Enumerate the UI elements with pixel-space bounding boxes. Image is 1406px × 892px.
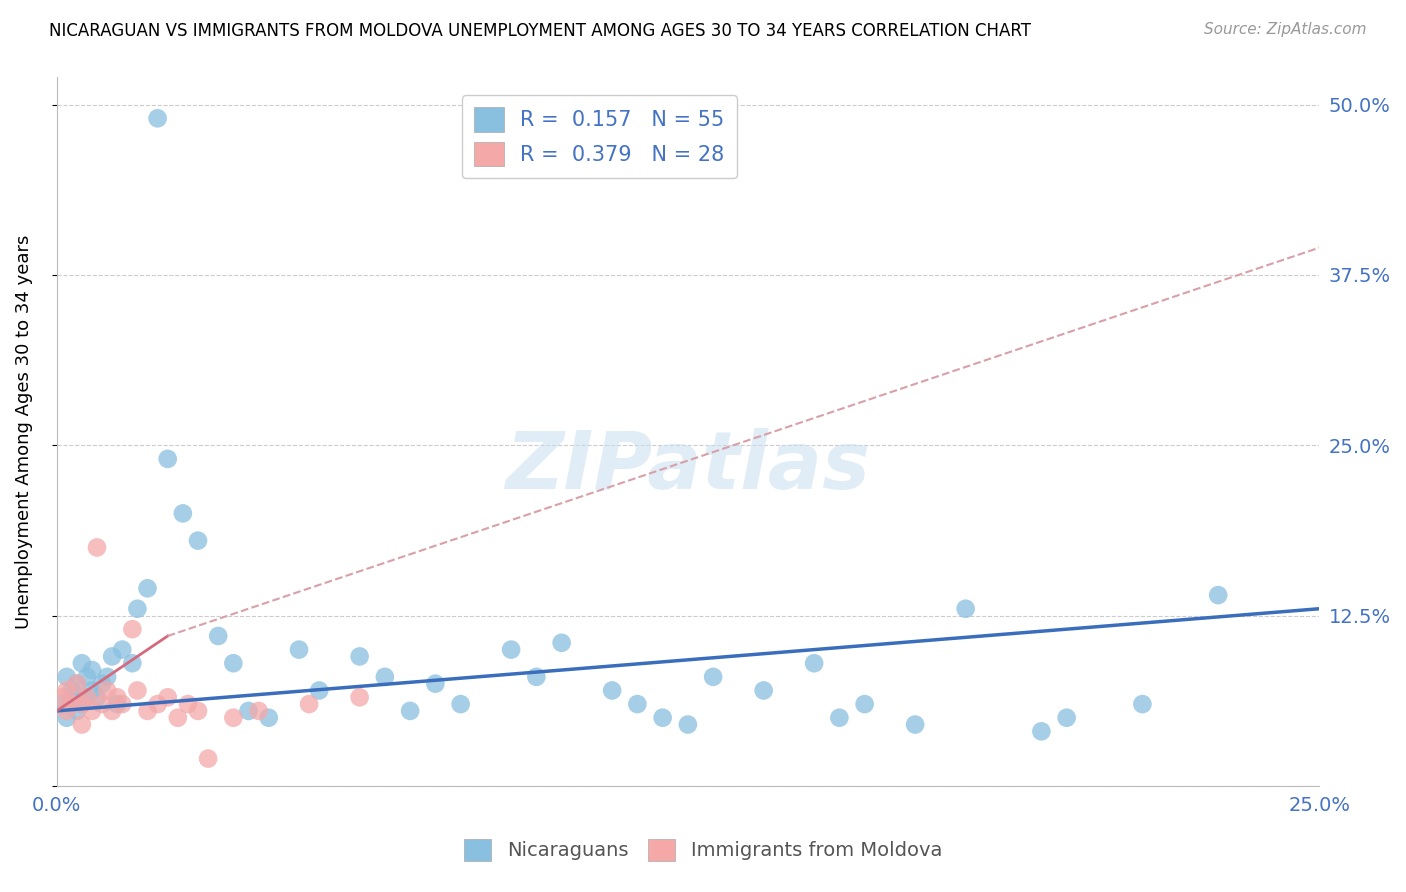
Point — [80, 663, 103, 677]
Point — [136, 704, 159, 718]
Point — [136, 582, 159, 596]
Point — [247, 704, 270, 718]
Point — [86, 690, 108, 705]
Point — [853, 697, 876, 711]
Point — [399, 704, 422, 718]
Point — [955, 601, 977, 615]
Point — [66, 676, 89, 690]
Point — [349, 690, 371, 705]
Point — [91, 697, 114, 711]
Point — [60, 690, 83, 705]
Point — [524, 670, 547, 684]
Point — [101, 704, 124, 718]
Point — [105, 690, 128, 705]
Text: ZIPatlas: ZIPatlas — [505, 428, 870, 506]
Point — [96, 670, 118, 684]
Point — [60, 697, 83, 711]
Text: NICARAGUAN VS IMMIGRANTS FROM MOLDOVA UNEMPLOYMENT AMONG AGES 30 TO 34 YEARS COR: NICARAGUAN VS IMMIGRANTS FROM MOLDOVA UN… — [49, 22, 1031, 40]
Point — [550, 636, 572, 650]
Point — [501, 642, 523, 657]
Point — [80, 704, 103, 718]
Point — [55, 704, 77, 718]
Point — [70, 657, 93, 671]
Point — [127, 683, 149, 698]
Point — [76, 670, 98, 684]
Point — [121, 622, 143, 636]
Point — [1206, 588, 1229, 602]
Point — [146, 112, 169, 126]
Point — [121, 657, 143, 671]
Point — [66, 676, 89, 690]
Point — [177, 697, 200, 711]
Point — [86, 541, 108, 555]
Point — [156, 690, 179, 705]
Point — [828, 711, 851, 725]
Point — [60, 683, 83, 698]
Point — [166, 711, 188, 725]
Point — [51, 690, 73, 705]
Point — [111, 697, 134, 711]
Legend: Nicaraguans, Immigrants from Moldova: Nicaraguans, Immigrants from Moldova — [457, 830, 949, 869]
Point — [197, 751, 219, 765]
Point — [101, 649, 124, 664]
Point — [600, 683, 623, 698]
Point — [55, 711, 77, 725]
Point — [146, 697, 169, 711]
Point — [702, 670, 724, 684]
Point — [111, 642, 134, 657]
Point — [803, 657, 825, 671]
Point — [70, 697, 93, 711]
Point — [96, 683, 118, 698]
Point — [752, 683, 775, 698]
Point — [238, 704, 260, 718]
Point — [55, 670, 77, 684]
Point — [904, 717, 927, 731]
Point — [257, 711, 280, 725]
Point — [66, 704, 89, 718]
Point — [450, 697, 472, 711]
Point — [172, 507, 194, 521]
Point — [55, 683, 77, 698]
Y-axis label: Unemployment Among Ages 30 to 34 years: Unemployment Among Ages 30 to 34 years — [15, 235, 32, 629]
Point — [156, 451, 179, 466]
Point — [222, 657, 245, 671]
Point — [298, 697, 321, 711]
Point — [626, 697, 648, 711]
Legend: R =  0.157   N = 55, R =  0.379   N = 28: R = 0.157 N = 55, R = 0.379 N = 28 — [463, 95, 737, 178]
Point — [91, 676, 114, 690]
Text: Source: ZipAtlas.com: Source: ZipAtlas.com — [1204, 22, 1367, 37]
Point — [1031, 724, 1053, 739]
Point — [222, 711, 245, 725]
Point — [105, 697, 128, 711]
Point — [207, 629, 229, 643]
Point — [76, 690, 98, 705]
Point — [676, 717, 699, 731]
Point — [127, 601, 149, 615]
Point — [51, 697, 73, 711]
Point — [187, 704, 209, 718]
Point — [80, 683, 103, 698]
Point — [70, 717, 93, 731]
Point — [1056, 711, 1078, 725]
Point — [374, 670, 396, 684]
Point — [349, 649, 371, 664]
Point — [70, 697, 93, 711]
Point — [187, 533, 209, 548]
Point — [1132, 697, 1154, 711]
Point — [76, 690, 98, 705]
Point — [308, 683, 330, 698]
Point — [288, 642, 311, 657]
Point — [425, 676, 447, 690]
Point — [651, 711, 673, 725]
